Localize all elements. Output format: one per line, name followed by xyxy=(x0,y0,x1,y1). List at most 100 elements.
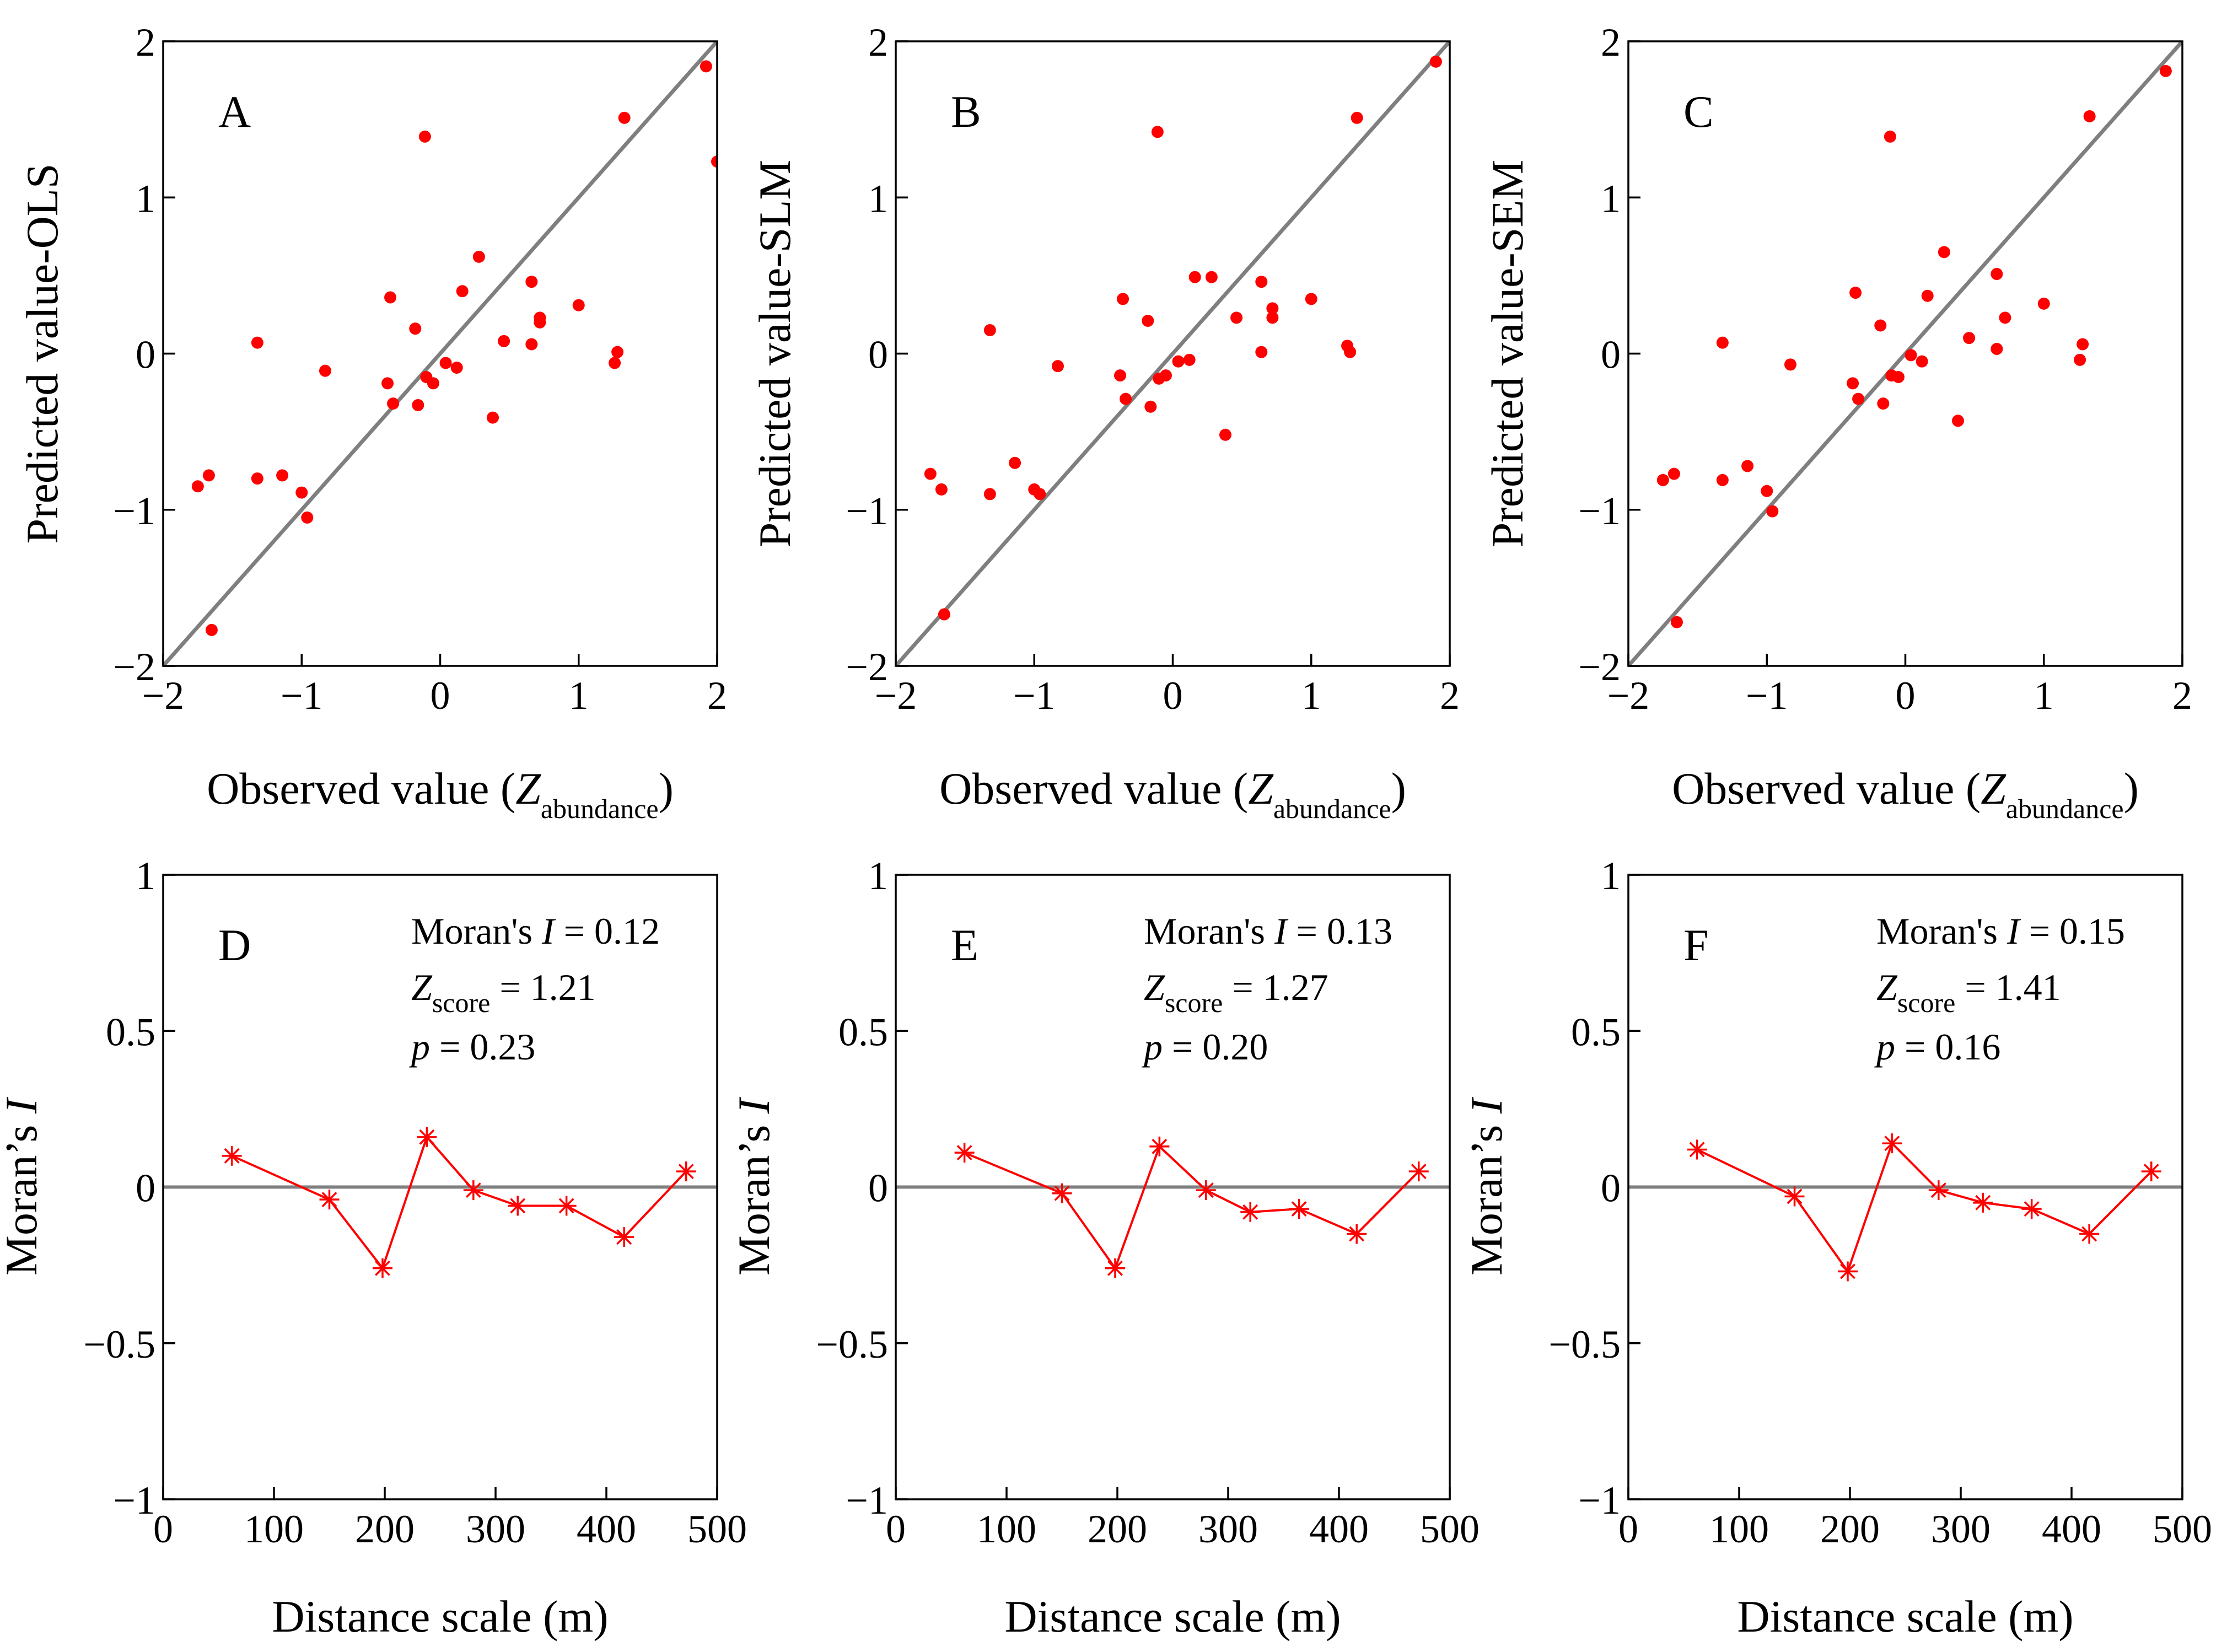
x-tick-label: 300 xyxy=(1931,1507,1991,1551)
data-point xyxy=(1051,360,1064,373)
data-point xyxy=(1951,415,1964,427)
data-point xyxy=(1289,1199,1309,1219)
data-point xyxy=(409,322,422,335)
plot-area xyxy=(1628,1133,2182,1282)
y-tick-label: 0.5 xyxy=(106,1010,155,1054)
y-tick-label: −2 xyxy=(113,645,155,689)
x-axis-label: Observed value (Zabundance) xyxy=(939,763,1406,824)
data-point xyxy=(1973,1192,1993,1213)
asterisk-stroke xyxy=(1242,1204,1258,1220)
asterisk-stroke xyxy=(465,1182,481,1198)
data-point xyxy=(384,291,397,304)
data-point xyxy=(1305,293,1317,305)
x-tick-label: 200 xyxy=(1820,1507,1880,1551)
y-tick-label: 0.5 xyxy=(1571,1010,1621,1054)
stat-p-italic: p xyxy=(409,1026,430,1068)
panel-letter: B xyxy=(951,87,981,137)
x-axis-label: Distance scale (m) xyxy=(1737,1591,2073,1642)
data-point xyxy=(191,480,204,493)
stat-z-value: = 1.21 xyxy=(490,966,595,1008)
x-axis-label-close: ) xyxy=(659,763,674,814)
asterisk-stroke xyxy=(321,1192,337,1208)
data-point xyxy=(276,469,289,482)
stat-z-sub: score xyxy=(1897,987,1956,1018)
plot-frame xyxy=(895,874,1451,1500)
data-point xyxy=(1921,289,1934,302)
panel-letter: F xyxy=(1683,920,1709,970)
y-axis-label: Moran’s I xyxy=(1461,1096,1511,1276)
data-point xyxy=(1687,1139,1707,1160)
y-axis-label: Predicted value-SEM xyxy=(1482,160,1532,548)
data-point xyxy=(1741,460,1754,472)
x-tick-label: 2 xyxy=(1440,674,1460,718)
stat-moran-label: Moran's xyxy=(1876,910,2007,952)
data-point xyxy=(1847,377,1859,390)
data-point xyxy=(1667,467,1680,480)
data-point xyxy=(711,155,717,168)
panel-a: −2 −1 0 1 2 −2 −1 0 1 2 Observed value (Zabundance… xyxy=(17,20,727,824)
y-tick-label: 0.5 xyxy=(838,1010,888,1054)
data-point xyxy=(983,488,996,501)
data-point xyxy=(2079,1224,2100,1244)
stat-moran-italic: I xyxy=(541,910,556,952)
stat-zscore: Zscore = 1.27 xyxy=(1144,966,1328,1018)
data-point xyxy=(417,1127,437,1147)
x-tick-label: 200 xyxy=(355,1507,415,1551)
x-tick-label: 500 xyxy=(2153,1507,2212,1551)
stat-moran-value: = 0.15 xyxy=(2020,910,2125,952)
data-point xyxy=(609,357,621,369)
y-tick-label: 2 xyxy=(1601,20,1621,64)
data-point xyxy=(1991,268,2003,281)
x-tick-label: −1 xyxy=(1746,674,1788,718)
data-point xyxy=(525,338,538,351)
asterisk-stroke xyxy=(956,1145,972,1161)
y-tick-label: −1 xyxy=(113,1478,155,1522)
stat-moran-label: Moran's xyxy=(411,910,542,952)
plot-area xyxy=(163,1127,717,1278)
asterisk-stroke xyxy=(2024,1201,2040,1217)
data-point xyxy=(614,1227,634,1247)
data-point xyxy=(319,1190,340,1210)
y-axis-label-main: Moran’s xyxy=(1461,1113,1511,1276)
data-point xyxy=(1938,246,1950,259)
x-tick-label: −2 xyxy=(142,674,185,718)
asterisk-stroke xyxy=(1349,1226,1365,1242)
x-tick-label: 1 xyxy=(1301,674,1321,718)
y-axis-label: Predicted value-OLS xyxy=(17,164,67,544)
data-point xyxy=(1892,370,1905,383)
data-point xyxy=(486,411,499,424)
y-tick-label: −2 xyxy=(1578,645,1621,689)
asterisk-stroke xyxy=(510,1198,526,1214)
y-tick-label: 0 xyxy=(1601,333,1621,377)
data-point xyxy=(572,299,585,311)
data-point xyxy=(1105,1258,1125,1278)
plot-frame xyxy=(1627,874,2183,1500)
stat-p-value: = 0.20 xyxy=(1163,1026,1268,1068)
data-point xyxy=(938,608,950,621)
data-point xyxy=(2159,64,2172,77)
x-tick-label: −2 xyxy=(1607,674,1650,718)
panel-letter: C xyxy=(1683,87,1714,137)
data-point xyxy=(1255,346,1268,358)
y-axis-label-main: Moran’s xyxy=(729,1113,779,1276)
x-axis-label: Observed value (Zabundance) xyxy=(207,763,674,824)
plot-area xyxy=(1628,41,2182,666)
data-point xyxy=(1159,369,1172,382)
x-axis-label: Distance scale (m) xyxy=(1004,1591,1341,1642)
x-tick-label: 100 xyxy=(1709,1507,1769,1551)
stat-z-italic: Z xyxy=(411,966,433,1008)
data-point xyxy=(1344,346,1357,358)
data-point xyxy=(1114,369,1127,382)
y-tick-label: −0.5 xyxy=(1548,1322,1621,1366)
data-point xyxy=(1009,456,1021,469)
x-tick-label: −2 xyxy=(875,674,917,718)
x-axis-label-main: Observed value ( xyxy=(1672,763,1981,814)
panel-e: 0 100 200 300 400 500 −1 −0.5 0 0.5 1 Moran's I = 0… xyxy=(729,854,1480,1642)
y-tick-label: 1 xyxy=(868,854,888,898)
panel-f: 0 100 200 300 400 500 −1 −0.5 0 0.5 1 Moran's I = 0… xyxy=(1461,854,2212,1642)
data-point xyxy=(1151,126,1164,138)
reference-line-1to1 xyxy=(896,41,1450,666)
stat-p-value: = 0.16 xyxy=(1895,1026,2000,1068)
x-tick-label: 300 xyxy=(1198,1507,1258,1551)
data-point xyxy=(2037,297,2050,310)
